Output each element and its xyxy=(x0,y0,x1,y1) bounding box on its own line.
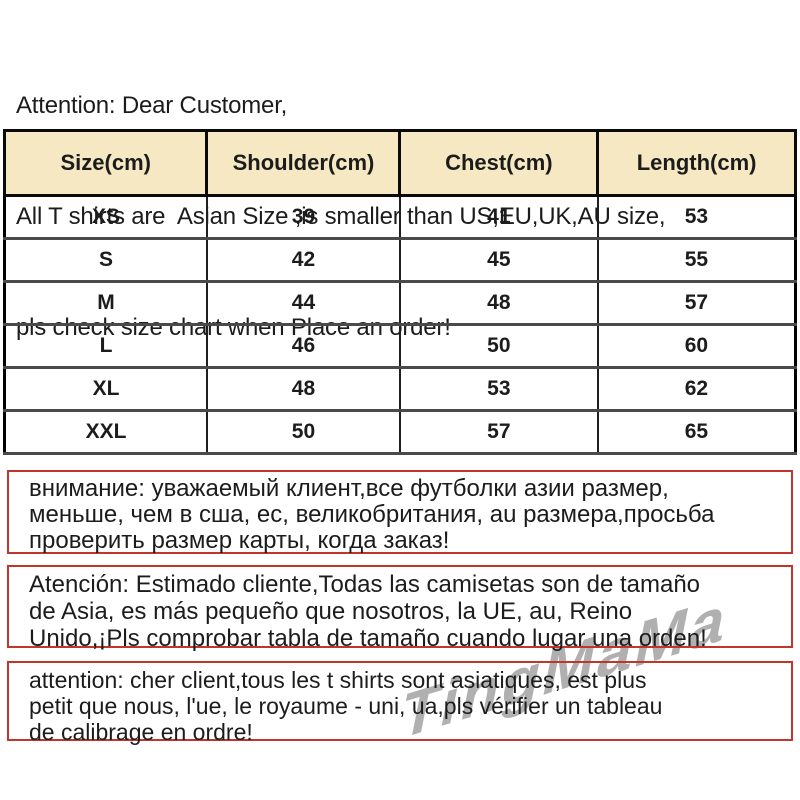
column-header-size: Size(cm) xyxy=(2,129,209,197)
attention-note-spanish: Atención: Estimado cliente,Todas las cam… xyxy=(7,565,793,652)
length-cell: 57 xyxy=(596,280,797,326)
attention-note-russian: внимание: уважаемый клиент,все футболки … xyxy=(7,470,793,554)
table-row-l: L 46 50 60 xyxy=(3,323,797,369)
chest-cell: 45 xyxy=(398,237,599,283)
chest-cell: 41 xyxy=(398,194,599,240)
column-header-chest: Chest(cm) xyxy=(398,129,600,197)
shoulder-cell: 44 xyxy=(205,280,401,326)
chest-cell: 48 xyxy=(398,280,599,326)
chest-cell: 50 xyxy=(398,323,599,369)
size-cell: L xyxy=(3,323,208,369)
size-cell: M xyxy=(3,280,208,326)
chest-cell: 53 xyxy=(398,366,599,412)
size-cell: XXL xyxy=(3,409,208,455)
size-cell: S xyxy=(3,237,208,283)
column-header-shoulder: Shoulder(cm) xyxy=(205,129,402,197)
size-cell: XL xyxy=(3,366,208,412)
shoulder-cell: 50 xyxy=(205,409,401,455)
shoulder-cell: 39 xyxy=(205,194,401,240)
shoulder-cell: 42 xyxy=(205,237,401,283)
length-cell: 60 xyxy=(596,323,797,369)
attention-french-line-2: petit que nous, l'ue, le royaume - uni, … xyxy=(29,693,663,719)
table-row-m: M 44 48 57 xyxy=(3,280,797,326)
attention-russian-line-3: проверить размер карты, когда заказ! xyxy=(29,527,450,554)
attention-note-french: attention: cher client,tous les t shirts… xyxy=(7,661,793,745)
attention-spanish-line-2: de Asia, es más pequeño que nosotros, la… xyxy=(29,598,633,625)
attention-spanish-line-3: Unido,¡Pls comprobar tabla de tamaño cua… xyxy=(29,625,707,652)
attention-french-line-1: attention: cher client,tous les t shirts… xyxy=(29,667,647,693)
shoulder-cell: 48 xyxy=(205,366,401,412)
attention-russian-line-2: меньше, чем в сша, ес, великобритания, a… xyxy=(29,501,715,528)
size-table-header-row: Size(cm) Shoulder(cm) Chest(cm) Length(c… xyxy=(2,129,797,197)
chest-cell: 57 xyxy=(398,409,599,455)
attention-russian-line-1: внимание: уважаемый клиент,все футболки … xyxy=(29,475,669,502)
size-table: Size(cm) Shoulder(cm) Chest(cm) Length(c… xyxy=(2,129,797,455)
attention-french-line-3: de calibrage en ordre! xyxy=(29,719,253,745)
table-row-xxl: XXL 50 57 65 xyxy=(3,409,797,455)
shoulder-cell: 46 xyxy=(205,323,401,369)
table-row-xs: XS 39 41 53 xyxy=(3,194,797,240)
attention-spanish-line-1: Atención: Estimado cliente,Todas las cam… xyxy=(29,571,701,598)
size-cell: XS xyxy=(3,194,208,240)
length-cell: 55 xyxy=(596,237,797,283)
table-row-s: S 42 45 55 xyxy=(3,237,797,283)
length-cell: 65 xyxy=(596,409,797,455)
column-header-length: Length(cm) xyxy=(596,129,797,197)
length-cell: 62 xyxy=(596,366,797,412)
attention-english-line-1: Attention: Dear Customer, xyxy=(16,92,288,119)
table-row-xl: XL 48 53 62 xyxy=(3,366,797,412)
length-cell: 53 xyxy=(596,194,797,240)
